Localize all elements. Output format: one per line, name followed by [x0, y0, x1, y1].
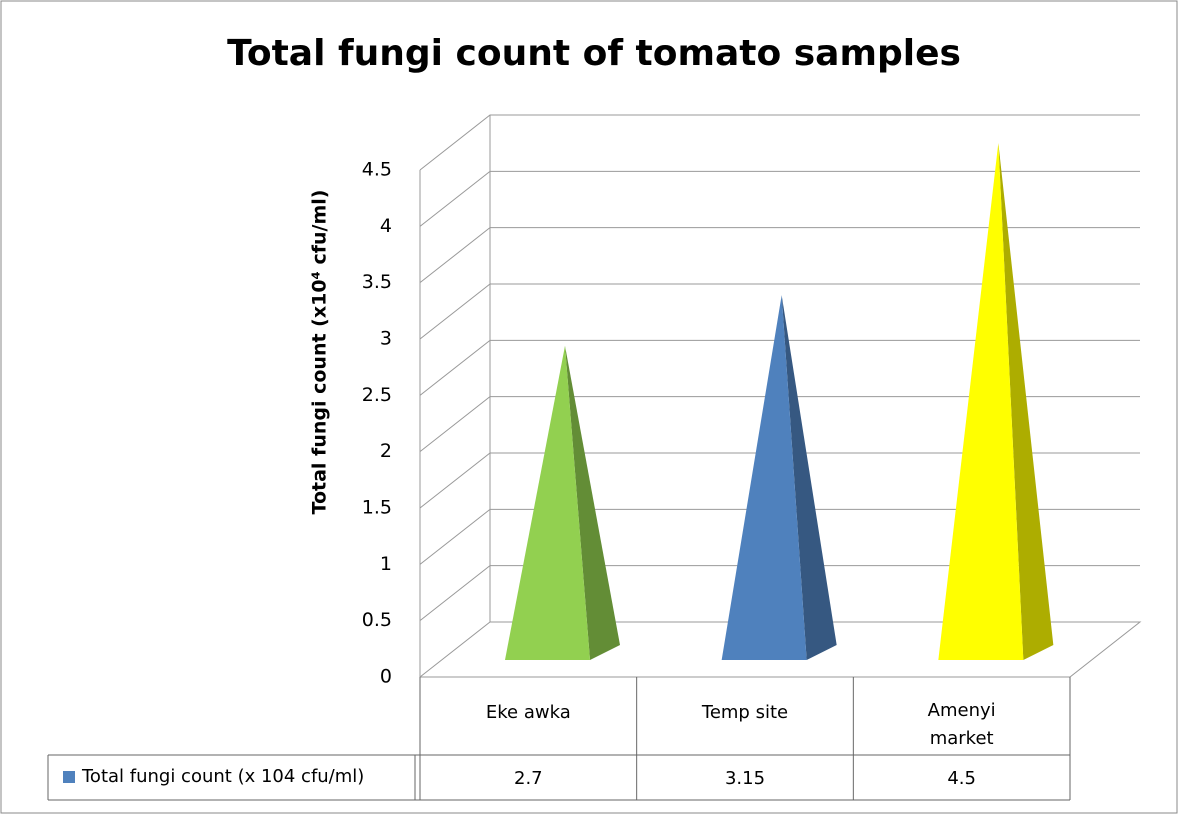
pyramid	[505, 345, 620, 660]
pyramid	[721, 295, 837, 660]
table-value: 2.7	[514, 768, 543, 789]
y-tick-label: 3	[380, 328, 392, 350]
y-tick-label: 4	[380, 215, 392, 237]
y-tick-label: 3.5	[362, 271, 392, 293]
category-label: Temp site	[701, 702, 788, 723]
pyramid-front	[721, 295, 807, 660]
pyramid-side	[781, 295, 837, 660]
y-axis-label: Total fungi count (x10⁴ cfu/ml)	[309, 190, 331, 515]
grid-line	[419, 227, 1140, 284]
grid-line	[419, 339, 1140, 396]
pyramid-side	[998, 143, 1054, 660]
y-tick-label: 2	[380, 440, 392, 462]
y-tick-label: 0	[380, 666, 392, 688]
category-label: Amenyi market	[928, 700, 996, 749]
pyramid-side	[565, 345, 620, 660]
grid-line	[419, 283, 1140, 340]
y-tick-label: 0.5	[362, 609, 392, 631]
y-tick-label: 1.5	[362, 497, 392, 519]
grid-line	[419, 170, 1140, 227]
grid-line	[419, 621, 1140, 678]
y-tick-label: 4.5	[362, 159, 392, 181]
pyramid-front	[938, 143, 1024, 660]
pyramid-front	[505, 345, 590, 660]
grid-line	[419, 565, 1140, 622]
category-label: Eke awka	[486, 702, 571, 723]
grid-line	[419, 114, 1140, 171]
grid-line	[419, 452, 1140, 509]
legend-label: Total fungi count (x 104 cfu/ml)	[81, 766, 364, 787]
y-tick-label: 1	[380, 553, 392, 575]
chart-title: Total fungi count of tomato samples	[227, 33, 961, 74]
legend-swatch	[63, 771, 75, 783]
grid-line	[419, 396, 1140, 453]
table-value: 3.15	[725, 768, 765, 789]
table-value: 4.5	[947, 768, 976, 789]
y-tick-label: 2.5	[362, 384, 392, 406]
grid-line	[419, 508, 1140, 565]
pyramid	[938, 143, 1054, 660]
